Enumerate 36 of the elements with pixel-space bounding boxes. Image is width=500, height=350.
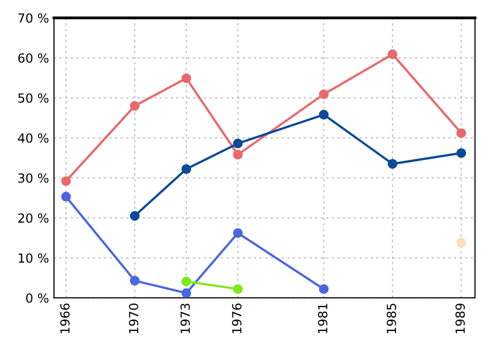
point	[233, 150, 243, 160]
y-tick-label: 10 %	[18, 253, 48, 263]
point	[130, 210, 140, 221]
x-tick-label: 1970	[128, 304, 138, 334]
point	[456, 128, 466, 138]
y-tick-label: 70 %	[18, 13, 48, 23]
y-tick-label: 20 %	[18, 213, 48, 223]
point	[233, 228, 243, 238]
y-tick-label: 0 %	[26, 293, 48, 303]
point	[456, 238, 466, 248]
x-tick-label: 1985	[386, 304, 396, 334]
y-tick-label: 40 %	[18, 133, 48, 143]
point	[318, 89, 329, 100]
y-tick-label: 30 %	[18, 173, 48, 183]
x-tick-label: 1989	[455, 304, 465, 334]
point	[388, 158, 398, 169]
point	[388, 49, 398, 60]
point	[130, 100, 140, 111]
point	[318, 284, 329, 294]
point	[181, 288, 192, 298]
point	[181, 276, 192, 286]
point	[181, 73, 192, 84]
point	[456, 148, 466, 158]
point	[130, 276, 140, 286]
point	[61, 176, 71, 186]
point	[233, 284, 243, 294]
x-tick-label: 1976	[232, 304, 242, 334]
y-tick-label: 60 %	[18, 53, 48, 63]
point	[233, 138, 243, 148]
y-tick-label: 50 %	[18, 93, 48, 103]
x-tick-label: 1966	[60, 304, 70, 334]
x-tick-label: 1981	[318, 304, 328, 334]
point	[181, 164, 192, 174]
point	[61, 192, 71, 202]
point	[318, 110, 329, 120]
x-tick-label: 1973	[180, 304, 190, 334]
